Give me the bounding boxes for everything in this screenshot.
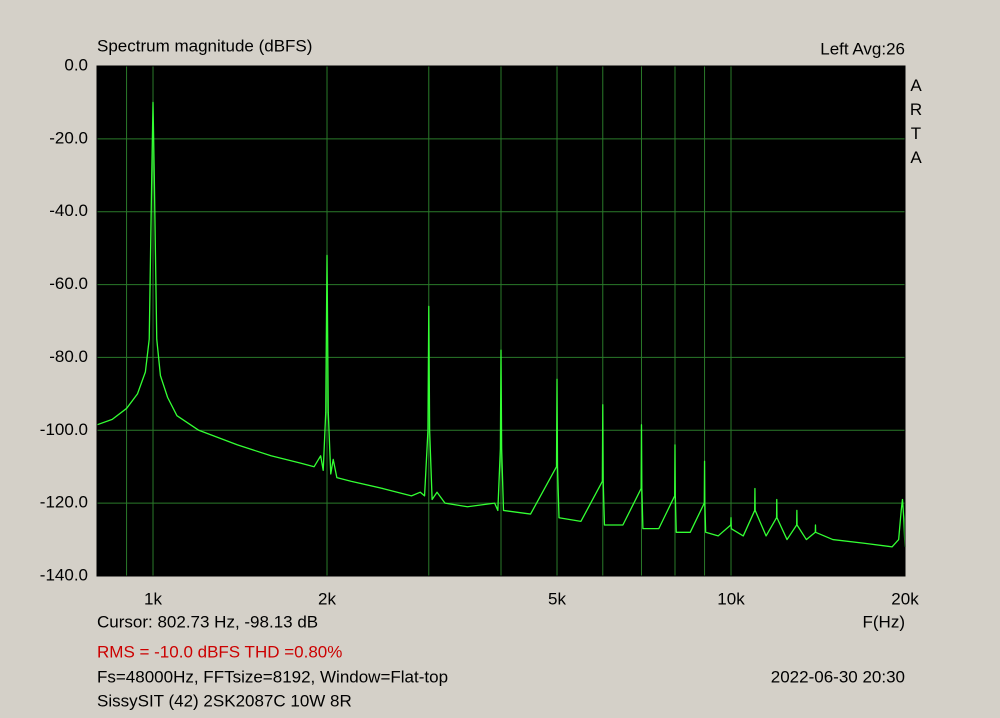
x-tick-label: 2k [318,589,336,608]
channel-label: Left Avg:26 [820,39,905,58]
device: SissySIT (42) 2SK2087C 10W 8R [97,691,352,710]
y-tick-label: -80.0 [49,347,88,366]
timestamp: 2022-06-30 20:30 [771,667,905,686]
spectrum-line [96,101,906,548]
y-tick-label: -20.0 [49,128,88,147]
y-tick-label: 0.0 [64,55,88,74]
x-axis-label: F(Hz) [863,612,905,631]
y-tick-label: -100.0 [40,420,88,439]
chart-title: Spectrum magnitude (dBFS) [97,36,312,55]
x-tick-label: 1k [144,589,162,608]
measurement: RMS = -10.0 dBFS THD =0.80% [97,642,342,661]
y-tick-label: -60.0 [49,274,88,293]
cursor-readout: Cursor: 802.73 Hz, -98.13 dB [97,612,318,631]
settings: Fs=48000Hz, FFTsize=8192, Window=Flat-to… [97,667,448,686]
x-tick-label: 10k [717,589,745,608]
plot-border [96,65,906,577]
y-tick-label: -120.0 [40,493,88,512]
x-tick-label: 20k [891,589,919,608]
brand-label: ARTA [907,76,926,172]
y-tick-label: -40.0 [49,201,88,220]
x-tick-label: 5k [548,589,566,608]
y-tick-label: -140.0 [40,565,88,584]
